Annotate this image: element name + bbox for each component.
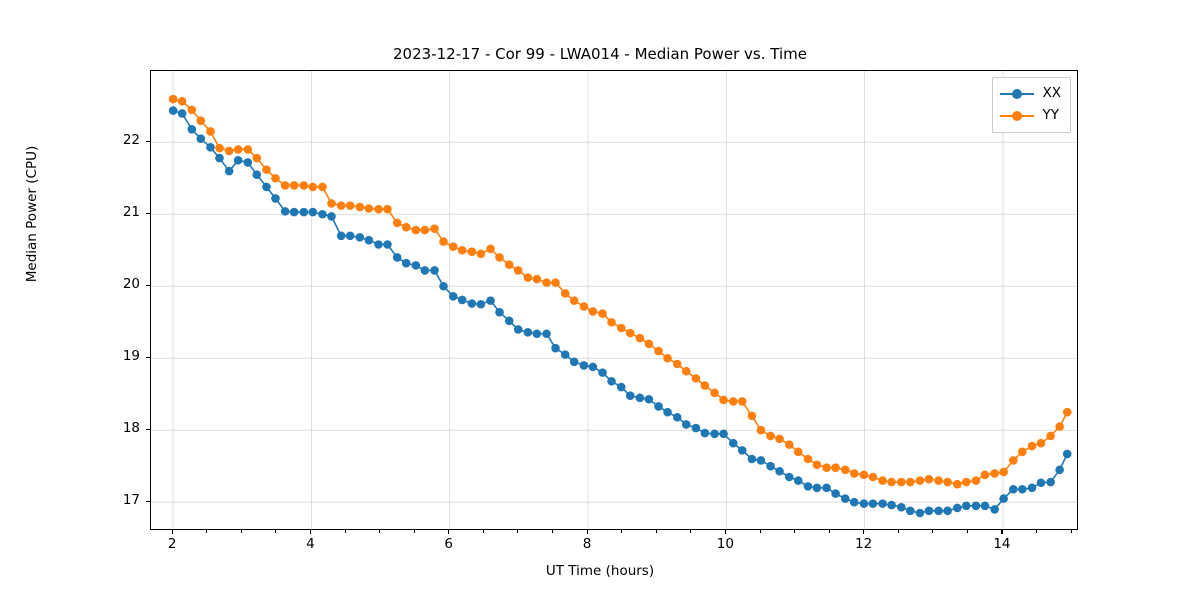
y-tick-mark [146,212,150,214]
x-tick-mark [586,530,588,534]
x-minor-tick-mark [897,530,899,533]
x-minor-tick-mark [379,530,381,533]
x-tick-label: 4 [306,536,315,552]
x-minor-tick-mark [794,530,795,533]
x-minor-tick-mark [932,530,934,533]
legend[interactable]: XX YY [991,77,1071,133]
y-tick-mark [146,500,150,502]
y-tick-mark [146,356,150,358]
x-minor-tick-mark [517,530,519,533]
x-tick-label: 14 [993,536,1011,552]
y-tick-label: 18 [122,420,140,437]
x-minor-tick-mark [828,530,830,533]
x-minor-tick-mark [690,530,692,533]
y-axis-label: Median Power (CPU) [24,145,40,283]
x-minor-tick-mark [655,530,657,533]
x-minor-tick-mark [759,530,761,533]
x-minor-tick-mark [240,530,242,533]
x-tick-mark [448,530,450,534]
x-minor-tick-mark [621,530,623,533]
data-layer [168,94,1072,518]
legend-swatch-xx [999,88,1034,100]
legend-label-yy: YY [1042,107,1060,124]
x-tick-label: 8 [582,536,592,552]
y-tick-mark [146,428,150,430]
x-tick-label: 6 [444,536,454,552]
plot-area: XX YY [150,70,1079,531]
y-tick-label: 22 [122,132,140,149]
x-minor-tick-mark [482,530,484,533]
x-tick-mark [724,530,726,534]
y-tick-mark [146,284,150,286]
x-minor-tick-mark [966,530,968,533]
y-tick-label: 19 [122,348,140,365]
x-minor-tick-mark [275,530,277,533]
x-minor-tick-mark [206,530,208,533]
x-tick-label: 2 [167,536,177,552]
x-minor-tick-mark [1036,530,1037,533]
y-tick-label: 20 [122,276,140,293]
x-minor-tick-mark [413,530,415,533]
legend-swatch-yy [999,110,1034,122]
x-tick-mark [863,530,865,534]
x-minor-tick-mark [552,530,553,533]
y-tick-label: 17 [122,492,140,509]
x-minor-tick-mark [1070,530,1072,533]
x-minor-tick-mark [344,530,346,533]
y-tick-label: 21 [122,204,140,221]
y-tick-mark [146,140,150,142]
legend-item-xx[interactable]: XX [999,83,1062,105]
x-tick-mark [171,530,173,534]
legend-item-yy[interactable]: YY [999,105,1062,127]
x-tick-label: 12 [855,536,873,552]
x-tick-label: 10 [716,536,734,552]
legend-label-xx: XX [1042,85,1062,102]
x-axis-label: UT Time (hours) [545,563,655,579]
page-title: 2023-12-17 - Cor 99 - LWA014 - Median Po… [393,45,807,63]
x-tick-mark [309,530,312,534]
x-tick-mark [1001,530,1003,534]
